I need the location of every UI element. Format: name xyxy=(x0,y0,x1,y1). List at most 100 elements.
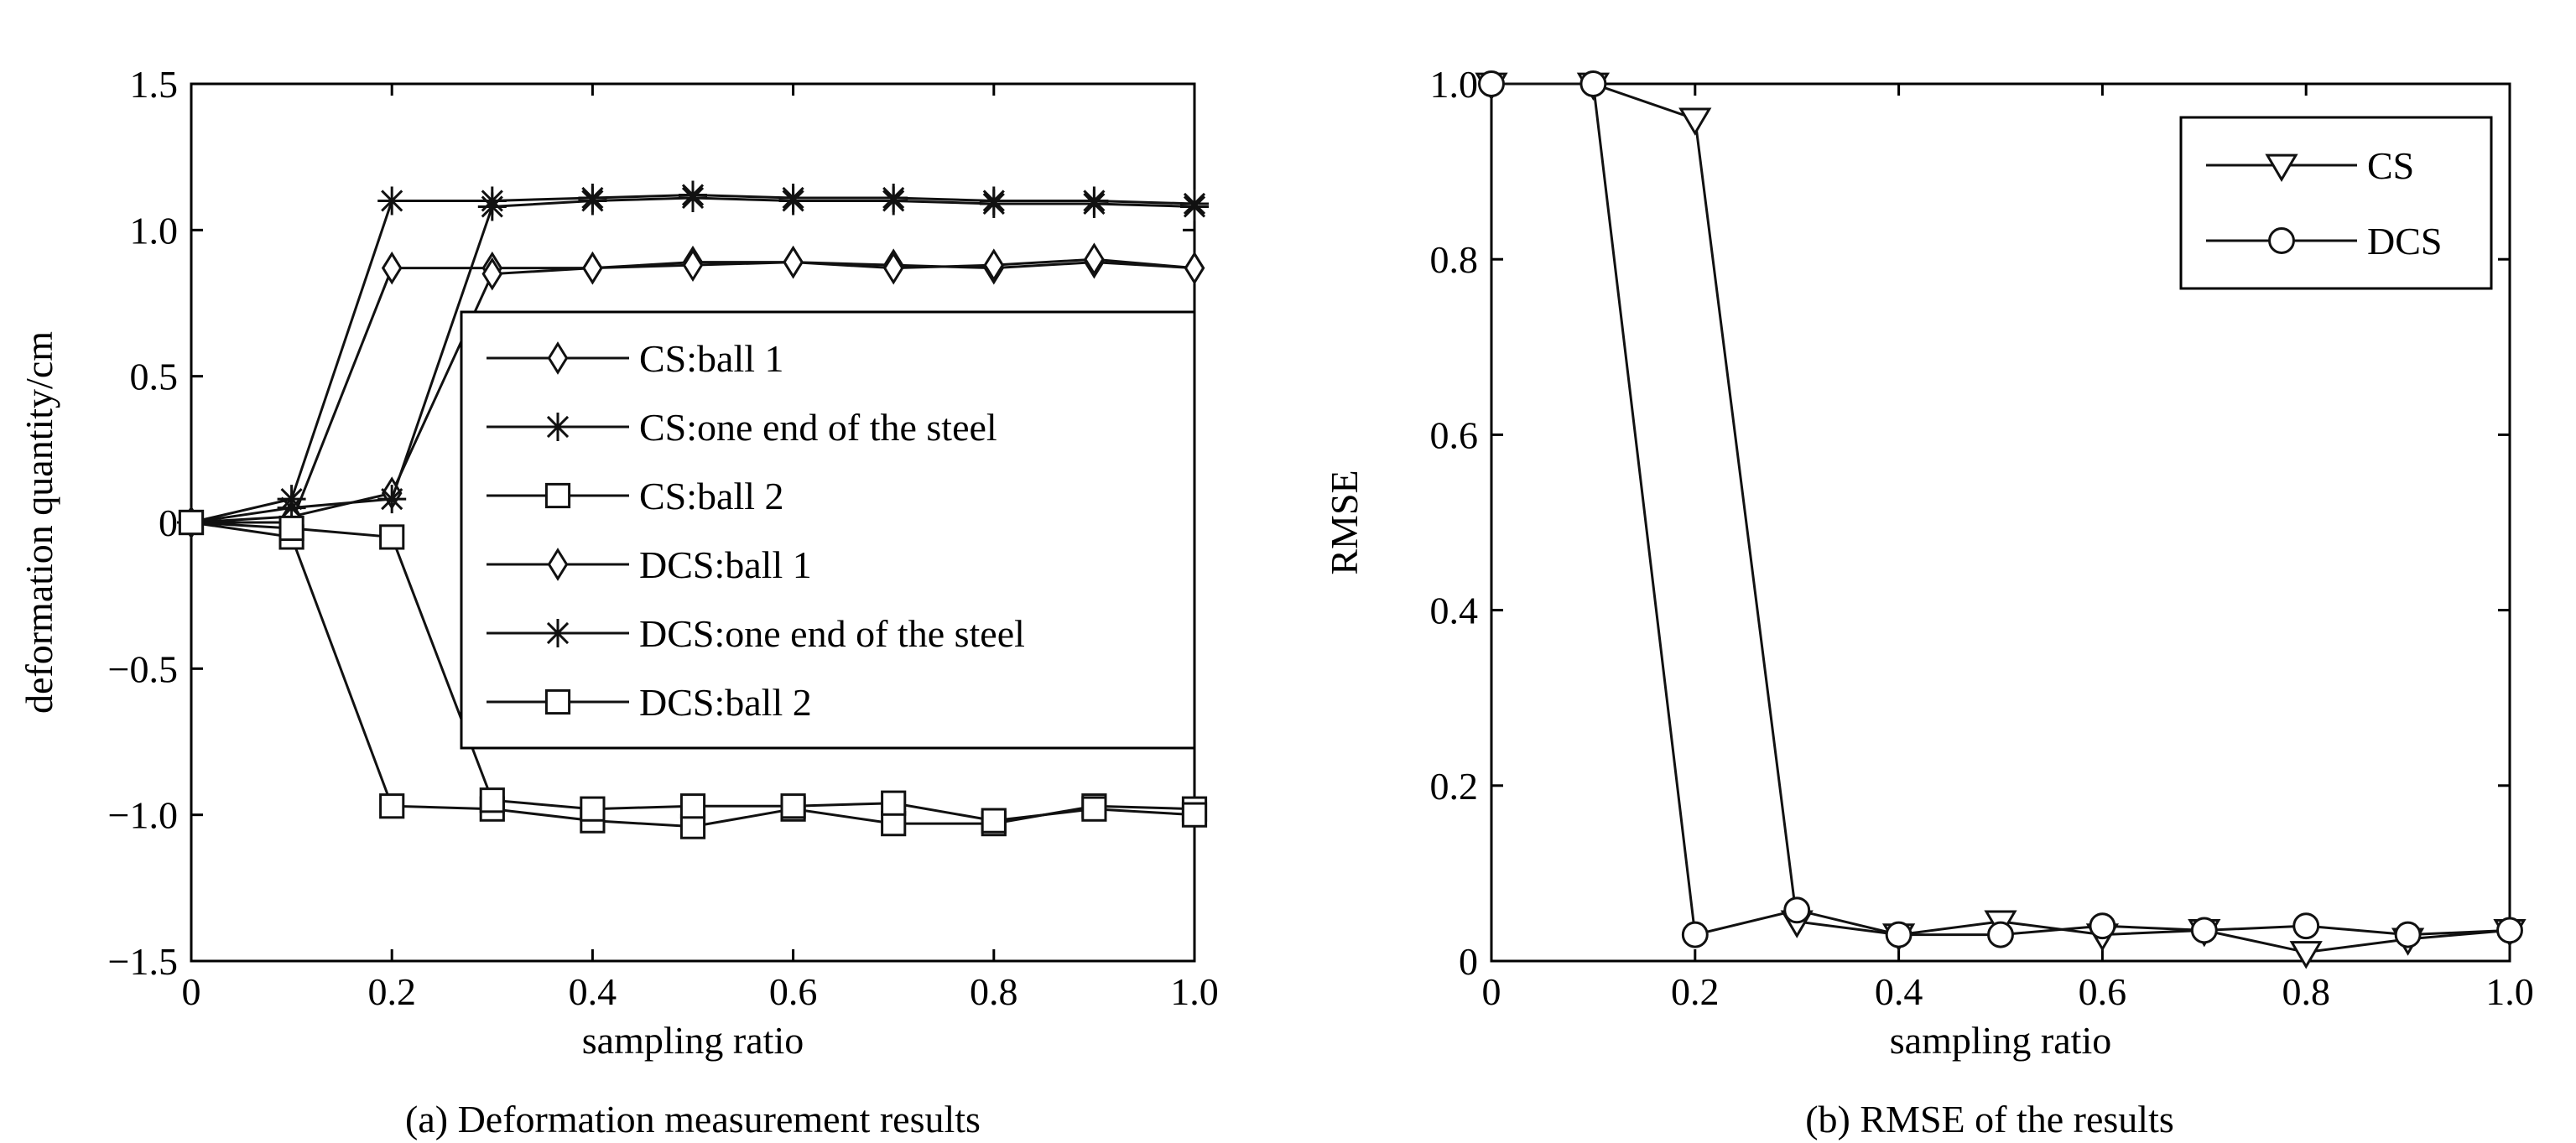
data-point xyxy=(981,808,1007,834)
x-tick-label: 0.8 xyxy=(970,970,1018,1013)
rmse-chart: 0 0.2 0.4 0.6 0.8 1.0 0 0.2 0.4 0.6 0.8 1.0 sampling… xyxy=(1323,63,2534,1140)
y-tick-label: 0.2 xyxy=(1430,765,1479,808)
data-point xyxy=(1184,251,1205,285)
data-point xyxy=(881,811,907,837)
data-point xyxy=(1783,896,1811,924)
chart-caption: (a) Deformation measurement results xyxy=(405,1098,981,1140)
data-point xyxy=(679,183,707,212)
y-tick-label: 0.4 xyxy=(1430,590,1479,632)
data-point xyxy=(377,186,407,216)
series-dcs-one-end-of-the-steel xyxy=(177,183,1209,537)
legend-label: DCS:one end of the steel xyxy=(639,612,1025,655)
data-point xyxy=(1579,70,1607,97)
y-tick-label: −0.5 xyxy=(108,647,178,690)
legend: CS DCS xyxy=(2179,116,2493,290)
y-tick-label: 0.6 xyxy=(1430,413,1479,456)
y-tick-label: 0 xyxy=(1459,940,1478,983)
data-point xyxy=(381,251,403,285)
data-point xyxy=(479,787,505,813)
y-axis-label: RMSE xyxy=(1323,470,1366,574)
data-point xyxy=(2289,941,2323,969)
legend-label: DCS:ball 1 xyxy=(639,543,812,586)
data-point xyxy=(1080,189,1109,218)
deformation-chart: 0 0.2 0.4 0.6 0.8 1.0 −1.5 −1.0 −0.5 0 0.5 1.0 1.5 sa… xyxy=(18,63,1219,1140)
data-point xyxy=(783,245,804,279)
data-point xyxy=(278,515,304,542)
legend-marker xyxy=(2268,227,2295,254)
data-point xyxy=(1987,921,2014,948)
data-point xyxy=(1181,802,1208,828)
y-tick-label: −1.5 xyxy=(108,940,178,983)
legend-label: DCS:ball 2 xyxy=(639,681,812,724)
data-point xyxy=(379,793,405,819)
data-point xyxy=(2496,917,2523,944)
legend-label: CS xyxy=(2367,144,2414,187)
data-point xyxy=(1084,242,1105,277)
x-tick-label: 1.0 xyxy=(1170,970,1219,1013)
data-point xyxy=(679,793,706,819)
x-tick-label: 0.6 xyxy=(769,970,818,1013)
y-tick-label: 1.5 xyxy=(130,63,179,106)
x-tick-label: 0.4 xyxy=(569,970,617,1013)
plot-frame xyxy=(1490,82,2511,963)
legend-label: CS:ball 1 xyxy=(639,337,784,380)
data-point xyxy=(679,813,706,839)
chart-caption: (b) RMSE of the results xyxy=(1805,1098,2174,1140)
y-tick-label: 1.0 xyxy=(130,209,179,252)
x-axis-label: sampling ratio xyxy=(582,1019,804,1062)
data-point xyxy=(2190,917,2218,944)
x-tick-label: 1.0 xyxy=(2485,970,2534,1013)
data-point xyxy=(780,793,806,819)
legend-box xyxy=(460,310,1196,750)
data-point xyxy=(578,186,607,216)
y-tick-label: −1.0 xyxy=(108,794,178,837)
series-dcs xyxy=(1478,70,2523,948)
y-tick-label: 0.5 xyxy=(130,356,179,398)
legend-label: CS:one end of the steel xyxy=(639,406,997,449)
x-tick-label: 0.6 xyxy=(2079,970,2127,1013)
data-point xyxy=(481,257,503,291)
x-tick-label: 0.2 xyxy=(367,970,416,1013)
legend-marker xyxy=(544,413,572,441)
data-point xyxy=(477,192,507,221)
data-point xyxy=(881,790,907,816)
data-point xyxy=(2089,912,2116,940)
x-tick-label: 0.8 xyxy=(2282,970,2330,1013)
data-point xyxy=(2394,921,2422,948)
legend-marker xyxy=(544,688,571,715)
legend-label: CS:ball 2 xyxy=(639,475,784,517)
data-point xyxy=(1081,796,1107,822)
x-tick-label: 0.4 xyxy=(1875,970,1923,1013)
data-point xyxy=(983,248,1005,283)
legend-marker xyxy=(547,341,569,375)
y-axis-label: deformation quantity/cm xyxy=(18,331,60,714)
x-tick-label: 0 xyxy=(1482,970,1501,1013)
legend-marker xyxy=(547,548,569,581)
legend-label: DCS xyxy=(2367,220,2442,262)
legend-marker xyxy=(544,619,572,647)
series-dcs-ball-2 xyxy=(178,509,1208,834)
data-point xyxy=(2292,912,2320,940)
data-point xyxy=(1180,192,1209,221)
data-point xyxy=(377,485,407,514)
x-tick-label: 0 xyxy=(182,970,201,1013)
data-point xyxy=(379,524,405,550)
data-point xyxy=(1678,107,1712,136)
data-point xyxy=(1478,70,1505,97)
data-point xyxy=(1681,921,1709,948)
data-point xyxy=(1885,921,1912,948)
y-tick-label: 1.0 xyxy=(1430,63,1479,106)
data-point xyxy=(979,189,1008,218)
data-point xyxy=(582,251,603,285)
data-point xyxy=(879,186,908,216)
legend-marker xyxy=(544,482,571,509)
data-point xyxy=(178,509,205,536)
y-tick-label: 0.8 xyxy=(1430,238,1479,281)
legend-box xyxy=(2179,116,2493,290)
data-point xyxy=(682,248,704,283)
x-axis-label: sampling ratio xyxy=(1890,1019,2111,1062)
data-point xyxy=(882,251,904,285)
data-point xyxy=(580,796,606,822)
data-point xyxy=(778,186,808,216)
